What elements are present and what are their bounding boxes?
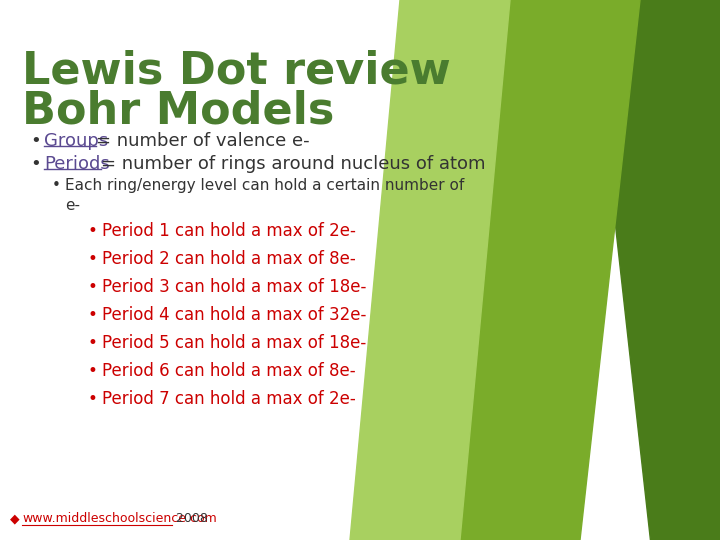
Text: Periods: Periods [44, 155, 109, 173]
Text: = number of valence e-: = number of valence e- [96, 132, 310, 150]
Text: •: • [88, 334, 98, 352]
Polygon shape [350, 0, 510, 540]
Text: ◆: ◆ [10, 512, 19, 525]
Text: •: • [88, 278, 98, 296]
Text: Bohr Models: Bohr Models [22, 90, 334, 133]
Text: 2008: 2008 [172, 512, 208, 525]
Text: www.middleschoolscience.com: www.middleschoolscience.com [22, 512, 217, 525]
Text: •: • [52, 178, 61, 193]
Polygon shape [590, 0, 720, 540]
Text: Period 5 can hold a max of 18e-: Period 5 can hold a max of 18e- [102, 334, 366, 352]
Text: Groups: Groups [44, 132, 108, 150]
Text: Period 3 can hold a max of 18e-: Period 3 can hold a max of 18e- [102, 278, 366, 296]
Text: •: • [88, 250, 98, 268]
Text: = number of rings around nucleus of atom: = number of rings around nucleus of atom [101, 155, 485, 173]
Text: •: • [30, 155, 41, 173]
Text: Period 6 can hold a max of 8e-: Period 6 can hold a max of 8e- [102, 362, 356, 380]
Text: Each ring/energy level can hold a certain number of: Each ring/energy level can hold a certai… [65, 178, 464, 193]
Text: •: • [88, 362, 98, 380]
Text: •: • [88, 306, 98, 324]
Polygon shape [440, 0, 640, 540]
Text: •: • [88, 390, 98, 408]
Text: Period 1 can hold a max of 2e-: Period 1 can hold a max of 2e- [102, 222, 356, 240]
Text: Period 7 can hold a max of 2e-: Period 7 can hold a max of 2e- [102, 390, 356, 408]
Text: Period 4 can hold a max of 32e-: Period 4 can hold a max of 32e- [102, 306, 366, 324]
Text: •: • [30, 132, 41, 150]
Text: Period 2 can hold a max of 8e-: Period 2 can hold a max of 8e- [102, 250, 356, 268]
Text: •: • [88, 222, 98, 240]
Text: e-: e- [65, 198, 80, 213]
Text: Lewis Dot review: Lewis Dot review [22, 50, 451, 93]
